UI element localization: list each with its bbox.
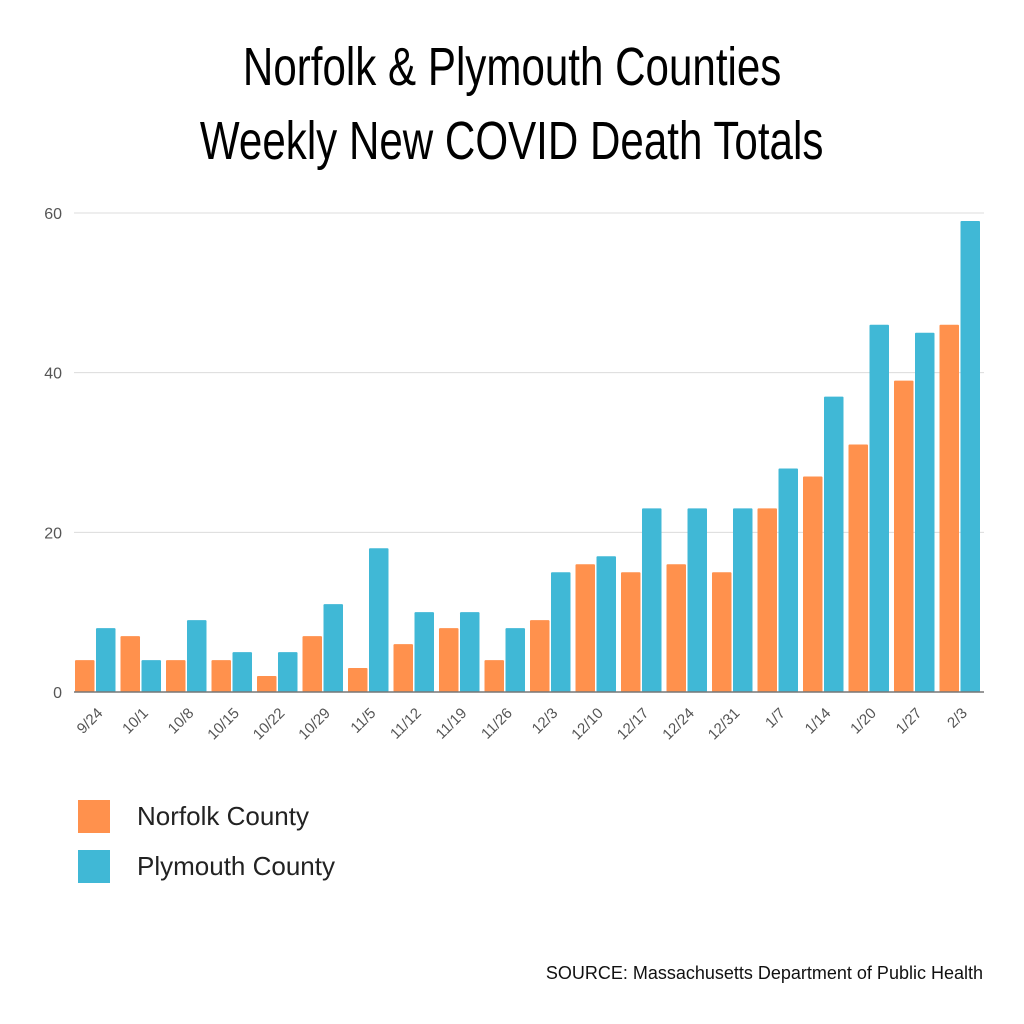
legend-item-norfolk: Norfolk County (78, 800, 309, 833)
bar-norfolk-county (75, 660, 95, 692)
bar-plymouth-county (369, 548, 389, 692)
x-tick-label: 12/31 (705, 705, 744, 744)
legend-item-plymouth: Plymouth County (78, 850, 335, 883)
x-tick-label: 1/27 (893, 705, 926, 738)
x-tick-label: 10/8 (165, 705, 198, 738)
x-tick-label: 11/19 (433, 705, 471, 743)
x-tick-label: 12/10 (568, 705, 607, 744)
x-tick-label: 12/24 (659, 705, 698, 744)
bar-norfolk-county (257, 676, 277, 692)
bar-plymouth-county (187, 620, 207, 692)
y-tick-label: 60 (44, 206, 62, 223)
bar-norfolk-county (575, 564, 595, 692)
bar-norfolk-county (211, 660, 231, 692)
bar-plymouth-county (460, 612, 480, 692)
bar-norfolk-county (848, 444, 868, 692)
legend-swatch-plymouth (78, 850, 110, 883)
x-tick-label: 11/26 (478, 705, 516, 743)
x-tick-label: 1/7 (762, 705, 789, 732)
bar-plymouth-county (687, 508, 707, 692)
bar-plymouth-county (96, 628, 116, 692)
x-tick-label: 1/14 (802, 705, 835, 738)
bar-norfolk-county (484, 660, 504, 692)
bar-norfolk-county (393, 644, 413, 692)
x-tick-label: 11/12 (387, 705, 425, 743)
title-text-1: Norfolk & Plymouth Counties (242, 37, 782, 97)
x-tick-label: 11/5 (347, 705, 379, 737)
bar-norfolk-county (894, 380, 914, 692)
source-note: SOURCE: Massachusetts Department of Publ… (545, 963, 983, 983)
x-tick-label: 2/3 (944, 705, 971, 732)
bar-norfolk-county (530, 620, 550, 692)
chart-title-line-2: Weekly New COVID Death Totals (0, 110, 1024, 172)
bar-norfolk-county (712, 572, 732, 692)
bar-norfolk-county (621, 572, 641, 692)
chart-title-line-1: Norfolk & Plymouth Counties (0, 36, 1024, 98)
bar-norfolk-county (439, 628, 459, 692)
y-tick-label: 20 (44, 525, 62, 542)
bar-plymouth-county (960, 220, 980, 692)
bar-norfolk-county (302, 636, 322, 692)
x-tick-label: 10/29 (295, 705, 334, 744)
x-tick-label: 12/3 (529, 705, 562, 738)
bar-plymouth-county (778, 468, 798, 692)
legend-label-norfolk: Norfolk County (137, 801, 309, 831)
title-text-2: Weekly New COVID Death Totals (200, 111, 824, 171)
bar-plymouth-county (551, 572, 571, 692)
y-tick-label: 0 (53, 685, 62, 702)
legend-label-plymouth: Plymouth County (137, 851, 335, 881)
bar-norfolk-county (939, 324, 959, 692)
bar-norfolk-county (803, 476, 823, 692)
bar-plymouth-county (642, 508, 662, 692)
bar-norfolk-county (757, 508, 777, 692)
bar-plymouth-county (141, 660, 161, 692)
bar-norfolk-county (120, 636, 140, 692)
x-tick-label: 10/15 (204, 705, 243, 744)
bar-plymouth-county (596, 556, 616, 692)
bar-plymouth-county (869, 324, 889, 692)
bar-plymouth-county (232, 652, 252, 692)
x-tick-label: 10/22 (250, 705, 289, 744)
bar-norfolk-county (166, 660, 186, 692)
bar-plymouth-county (278, 652, 298, 692)
bar-plymouth-county (915, 332, 935, 692)
bar-plymouth-county (824, 396, 844, 692)
bar-plymouth-county (733, 508, 753, 692)
x-tick-label: 10/1 (119, 705, 152, 738)
x-tick-label: 12/17 (614, 705, 653, 744)
bar-plymouth-county (323, 604, 343, 692)
bar-norfolk-county (666, 564, 686, 692)
bar-norfolk-county (348, 668, 368, 692)
y-tick-label: 40 (44, 366, 62, 383)
x-tick-label: 9/24 (74, 705, 107, 738)
bar-plymouth-county (505, 628, 525, 692)
bar-plymouth-county (414, 612, 434, 692)
legend-swatch-norfolk (78, 800, 110, 833)
x-tick-label: 1/20 (847, 705, 880, 738)
